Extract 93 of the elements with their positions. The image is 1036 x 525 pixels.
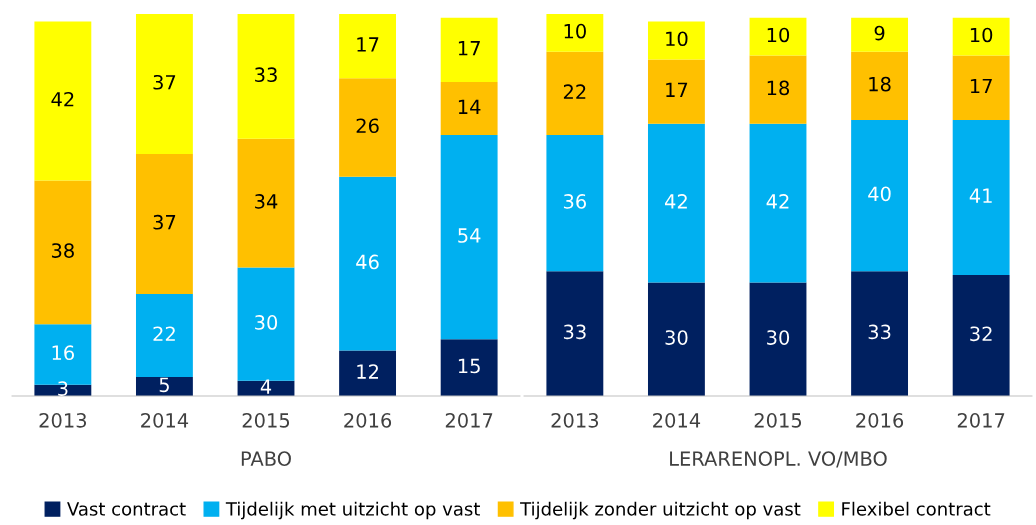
bar [647, 21, 705, 60]
x-tick-label: 2014 [141, 413, 189, 428]
bar [546, 271, 604, 396]
data-label: 33 [868, 324, 891, 340]
data-label: 42 [51, 91, 74, 107]
x-tick-label: 2014 [653, 413, 701, 428]
x-tick-label: 2013 [39, 413, 87, 428]
bar [749, 123, 807, 283]
data-label: 18 [869, 76, 891, 92]
data-label: 10 [564, 23, 586, 39]
bar [135, 14, 193, 154]
bar [647, 123, 705, 283]
bar [339, 350, 397, 396]
bar [440, 339, 498, 396]
bar [749, 55, 807, 124]
data-label: 33 [563, 324, 586, 340]
bar [237, 138, 295, 268]
x-axis-title: PABO [241, 451, 291, 466]
data-label: 38 [51, 243, 74, 258]
data-label: 30 [767, 330, 790, 345]
bar [440, 135, 498, 340]
data-label: 37 [153, 214, 176, 230]
data-label: 46 [356, 254, 379, 270]
bar [135, 293, 193, 378]
bar [749, 17, 807, 56]
legend-label: Vast contract [67, 502, 186, 516]
bar [34, 21, 92, 181]
bar [851, 119, 909, 272]
x-tick-label: 2016 [856, 413, 904, 428]
data-label: 15 [458, 358, 480, 374]
bar [339, 14, 397, 79]
x-tick-label: 2017 [445, 413, 493, 428]
data-label: 42 [766, 194, 789, 209]
bar [339, 176, 397, 351]
legend-label: Tijdelijk met uitzicht op vast [225, 501, 480, 520]
data-label: 22 [153, 326, 175, 341]
data-label: 40 [868, 186, 891, 202]
data-label: 30 [665, 330, 688, 345]
x-axis-title: LERARENOPL. VO/MBO [670, 451, 887, 468]
data-label: 14 [458, 99, 481, 114]
bar [546, 14, 604, 52]
data-label: 54 [458, 228, 481, 243]
bar [440, 82, 498, 136]
data-label: 17 [458, 41, 480, 56]
data-label: 17 [357, 37, 379, 52]
data-label: 10 [970, 27, 993, 43]
data-label: 18 [767, 80, 790, 96]
x-tick-label: 2016 [344, 413, 392, 428]
x-tick-label: 2015 [242, 413, 290, 428]
data-label: 17 [666, 82, 688, 97]
bar [135, 153, 193, 294]
data-label: 36 [563, 194, 586, 209]
bar [237, 14, 295, 139]
data-label: 22 [563, 84, 586, 99]
bar [952, 119, 1010, 275]
bar [647, 282, 705, 396]
bar [339, 78, 397, 177]
x-tick-label: 2017 [957, 413, 1005, 428]
bar [851, 51, 909, 120]
bar [647, 59, 705, 124]
bar [952, 274, 1010, 396]
data-label: 34 [255, 194, 278, 209]
x-tick-label: 2013 [551, 413, 599, 428]
data-label: 30 [255, 315, 278, 330]
bar [546, 51, 604, 136]
bar [34, 180, 92, 325]
data-label: 4 [260, 379, 272, 394]
bar [952, 17, 1010, 56]
bar [440, 17, 498, 83]
data-label: 26 [356, 118, 379, 134]
bar [749, 282, 807, 396]
data-label: 32 [970, 326, 992, 342]
legend-label: Tijdelijk zonder uitzicht op vast [520, 501, 801, 520]
bar [237, 267, 295, 381]
data-label: 17 [970, 78, 992, 94]
legend-label: Flexibel contract [842, 501, 991, 516]
bar [952, 55, 1010, 120]
data-label: 5 [159, 377, 169, 393]
bar [135, 377, 193, 396]
data-label: 12 [357, 364, 378, 379]
data-label: 33 [255, 67, 277, 83]
bar [546, 135, 604, 272]
bar [851, 271, 909, 396]
data-label: 16 [52, 345, 74, 361]
data-label: 41 [969, 188, 992, 203]
data-label: 42 [665, 194, 687, 209]
data-label: 9 [874, 25, 885, 41]
data-label: 10 [767, 27, 790, 43]
data-label: 10 [666, 31, 688, 47]
data-label: 3 [58, 381, 68, 396]
data-label: 37 [153, 74, 176, 90]
x-tick-label: 2015 [754, 413, 802, 428]
bar [851, 17, 909, 52]
